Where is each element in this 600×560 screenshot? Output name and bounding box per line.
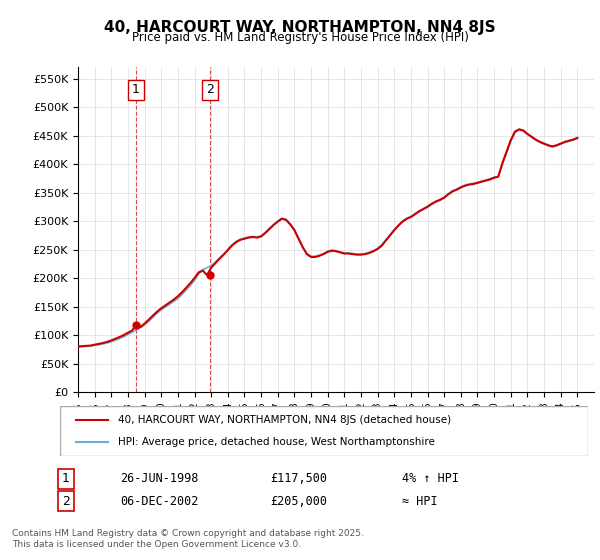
- Text: 1: 1: [62, 472, 70, 486]
- Text: 2: 2: [62, 494, 70, 508]
- Text: 2: 2: [206, 83, 214, 96]
- Text: 06-DEC-2002: 06-DEC-2002: [120, 494, 199, 508]
- Text: £205,000: £205,000: [270, 494, 327, 508]
- FancyBboxPatch shape: [60, 406, 588, 456]
- Text: 40, HARCOURT WAY, NORTHAMPTON, NN4 8JS (detached house): 40, HARCOURT WAY, NORTHAMPTON, NN4 8JS (…: [118, 415, 451, 425]
- Text: £117,500: £117,500: [270, 472, 327, 486]
- Text: Price paid vs. HM Land Registry's House Price Index (HPI): Price paid vs. HM Land Registry's House …: [131, 31, 469, 44]
- Text: 40, HARCOURT WAY, NORTHAMPTON, NN4 8JS: 40, HARCOURT WAY, NORTHAMPTON, NN4 8JS: [104, 20, 496, 35]
- Text: Contains HM Land Registry data © Crown copyright and database right 2025.
This d: Contains HM Land Registry data © Crown c…: [12, 529, 364, 549]
- Text: 26-JUN-1998: 26-JUN-1998: [120, 472, 199, 486]
- Text: ≈ HPI: ≈ HPI: [402, 494, 437, 508]
- Text: 1: 1: [132, 83, 140, 96]
- Text: HPI: Average price, detached house, West Northamptonshire: HPI: Average price, detached house, West…: [118, 437, 435, 447]
- Text: 4% ↑ HPI: 4% ↑ HPI: [402, 472, 459, 486]
